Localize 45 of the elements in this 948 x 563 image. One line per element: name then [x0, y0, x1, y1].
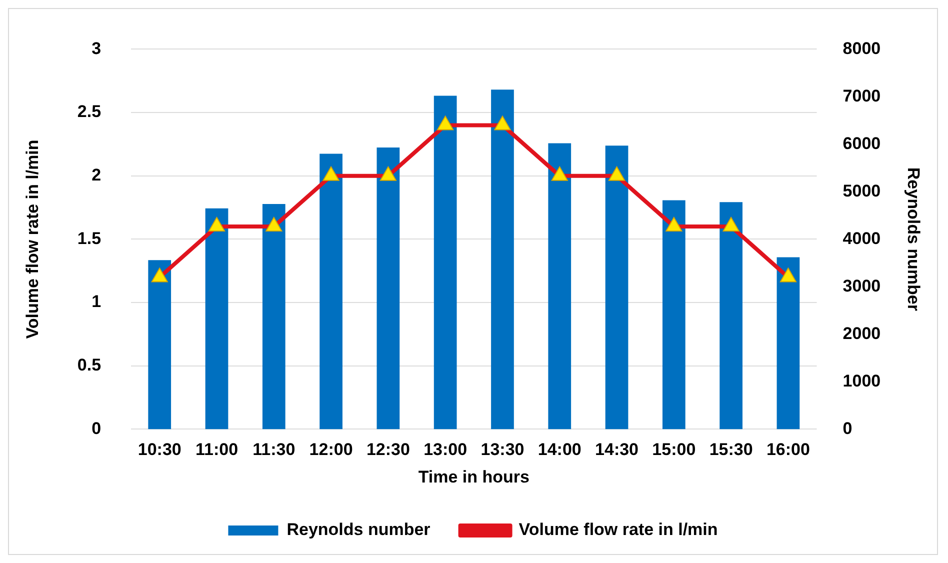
x-tick-label: 13:00 [424, 440, 468, 460]
bar [491, 90, 514, 430]
y2-tick-label: 4000 [842, 228, 881, 248]
x-tick-label: 14:30 [595, 440, 639, 460]
y2-tick-label: 2000 [842, 324, 881, 343]
y2-axis-title: Reynolds number [904, 167, 924, 312]
x-tick-label: 11:30 [252, 440, 296, 460]
x-tick-label: 15:00 [652, 440, 696, 460]
y-tick-label: 0 [92, 418, 102, 438]
y2-tick-label: 7000 [842, 86, 881, 106]
x-tick-label: 13:30 [480, 440, 524, 460]
legend-label: Volume flow rate in l/min [518, 520, 718, 540]
bar [605, 146, 628, 430]
x-tick-label: 15:30 [709, 440, 753, 460]
bar [376, 148, 400, 430]
y2-tick-label: 0 [842, 418, 852, 438]
x-tick-label: 16:00 [766, 440, 810, 460]
x-tick-label: 12:00 [309, 440, 353, 460]
y-tick-label: 1 [92, 292, 102, 312]
y-axis-title: Volume flow rate in l/min [22, 140, 42, 339]
x-tick-label: 12:30 [366, 440, 410, 460]
y-tick-label: 0.5 [77, 356, 102, 375]
y-tick-label: 2 [92, 166, 102, 185]
y2-tick-label: 8000 [842, 38, 881, 58]
x-tick-label: 11:00 [195, 440, 238, 460]
bar [262, 204, 286, 430]
y2-tick-label: 6000 [842, 134, 881, 153]
bar [662, 200, 686, 430]
bar [720, 202, 742, 430]
bar [548, 143, 572, 430]
bar [776, 257, 800, 430]
x-axis-title: Time in hours [418, 467, 530, 486]
y-tick-label: 1.5 [77, 228, 102, 248]
bar [148, 260, 172, 430]
y2-tick-label: 3000 [842, 276, 881, 296]
y2-tick-label: 1000 [842, 371, 881, 390]
bar [434, 96, 457, 430]
y-tick-label: 2.5 [77, 102, 102, 122]
bar [320, 154, 342, 430]
x-tick-label: 10:30 [138, 440, 182, 460]
legend-label: Reynolds number [286, 520, 431, 540]
y-tick-label: 3 [92, 38, 102, 58]
bar [205, 208, 228, 430]
x-tick-label: 14:00 [538, 440, 582, 460]
y2-tick-label: 5000 [842, 181, 881, 200]
